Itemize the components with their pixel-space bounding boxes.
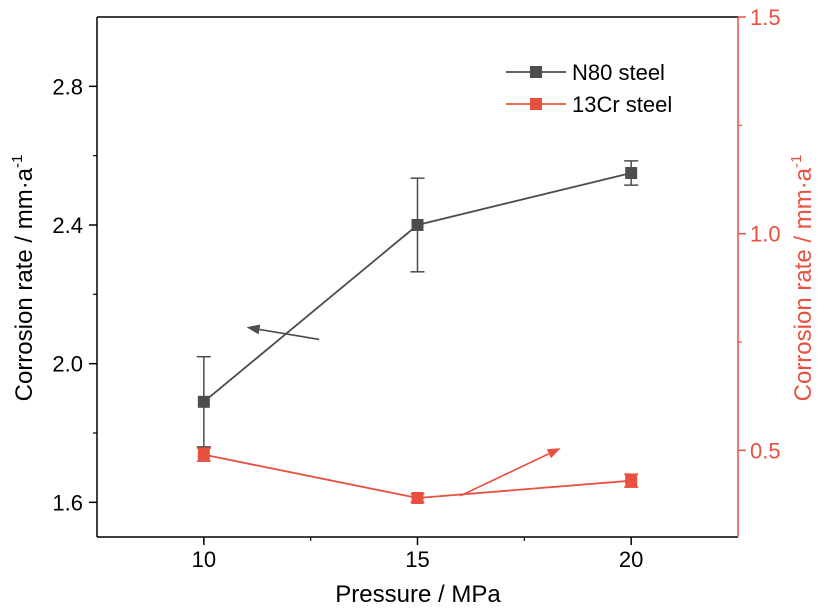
data-point bbox=[197, 395, 210, 408]
x-tick-label: 10 bbox=[192, 547, 216, 572]
x-tick-label: 15 bbox=[405, 547, 429, 572]
arrow-head bbox=[246, 324, 261, 335]
y-right-tick-label: 1.5 bbox=[750, 5, 781, 30]
y-left-axis-title-sup: -1 bbox=[9, 155, 26, 168]
legend: N80 steel 13Cr steel bbox=[506, 60, 672, 117]
cr13-axis-arrow bbox=[459, 448, 561, 497]
y-right-tick-label: 1.0 bbox=[750, 222, 781, 247]
arrow-head bbox=[546, 448, 561, 459]
data-point bbox=[197, 448, 210, 461]
data-point bbox=[625, 167, 638, 179]
y-left-tick-label: 1.6 bbox=[52, 490, 83, 515]
y-right-tick-label: 0.5 bbox=[750, 438, 781, 463]
legend-marker bbox=[530, 66, 542, 78]
x-axis-title: Pressure / MPa bbox=[335, 581, 501, 608]
data-point bbox=[411, 219, 424, 231]
series-group bbox=[196, 160, 639, 504]
series-13cr-steel bbox=[196, 447, 639, 504]
y-left-tick-label: 2.0 bbox=[52, 352, 83, 377]
annotation-arrows bbox=[246, 324, 561, 497]
tick-labels: 10 15 20 1.6 2.0 2.4 2.8 0.5 1.0 1.5 bbox=[52, 5, 780, 572]
legend-label: 13Cr steel bbox=[572, 92, 672, 117]
x-tick-label: 20 bbox=[619, 547, 643, 572]
legend-marker bbox=[530, 98, 542, 110]
y-right-axis-title-sup: -1 bbox=[788, 155, 805, 168]
legend-entry-n80-steel: N80 steel bbox=[506, 60, 665, 85]
y-left-tick-label: 2.8 bbox=[52, 74, 83, 99]
legend-label: N80 steel bbox=[572, 60, 665, 85]
y-left-tick-label: 2.4 bbox=[52, 213, 83, 238]
data-point bbox=[411, 492, 424, 504]
arrow-shaft bbox=[459, 453, 550, 497]
legend-entry-13cr-steel: 13Cr steel bbox=[506, 92, 672, 117]
y-left-axis-title-main: Corrosion rate / mm·a bbox=[11, 167, 38, 401]
y-right-axis-title-main: Corrosion rate / mm·a bbox=[790, 167, 817, 401]
series-n80-steel bbox=[196, 160, 639, 448]
arrow-shaft bbox=[259, 328, 320, 341]
y-right-axis-title: Corrosion rate / mm·a-1 bbox=[788, 155, 817, 402]
n80-axis-arrow bbox=[246, 324, 320, 341]
data-point bbox=[625, 474, 638, 487]
series-line bbox=[203, 453, 632, 499]
tick-marks bbox=[89, 16, 746, 545]
y-left-axis-title: Corrosion rate / mm·a-1 bbox=[9, 155, 38, 402]
